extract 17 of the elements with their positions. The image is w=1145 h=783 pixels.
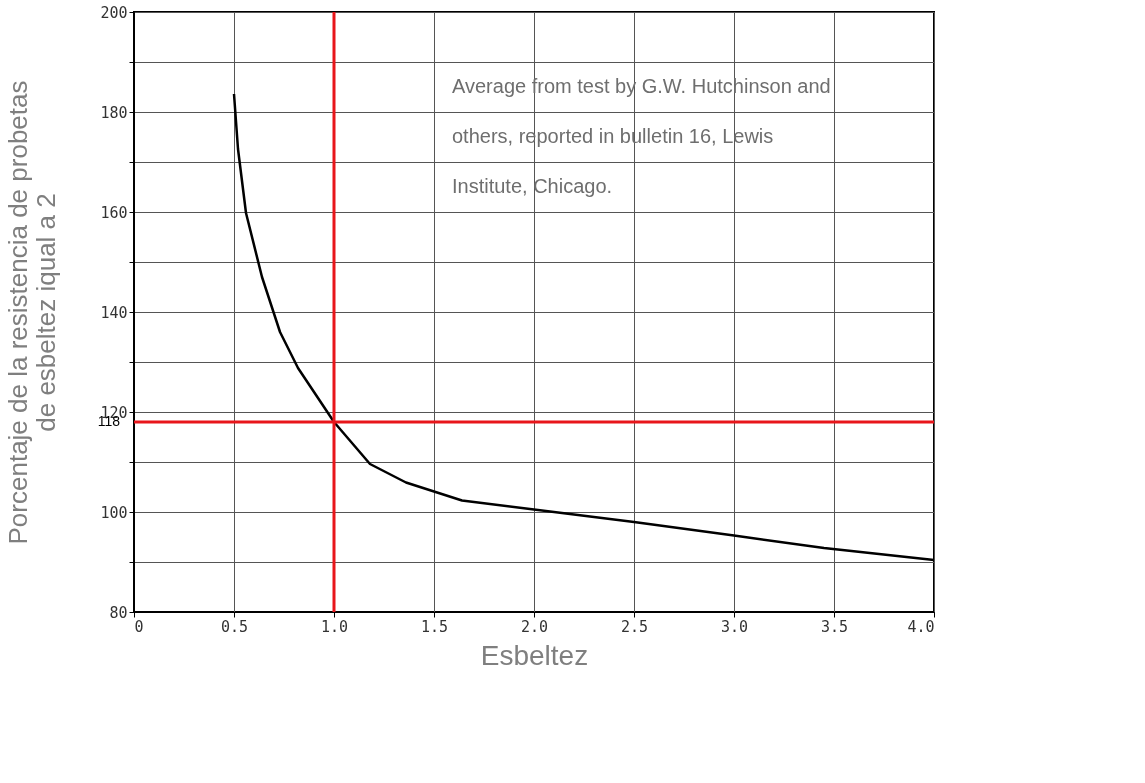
y-tick-label: 200 — [100, 3, 128, 22]
x-axis-title: Esbeltez — [480, 639, 589, 671]
y-tick-label: 100 — [100, 503, 128, 522]
x-tick-label: 1.5 — [420, 617, 449, 636]
x-tick-label: 4.0 — [907, 617, 935, 636]
x-tick-label: 0.5 — [220, 617, 249, 636]
y-tick-label: 160 — [100, 203, 128, 222]
x-tick-label: 2.5 — [620, 617, 649, 636]
x-tick-label: 0 — [134, 617, 144, 636]
y-axis-title: Porcentaje de la resistencia de probetas de esbeltez iqual a 2 — [3, 80, 62, 545]
y-tick-label: 140 — [100, 303, 128, 322]
y-tick-label: 180 — [100, 103, 128, 122]
y-tick-label: 80 — [109, 603, 128, 622]
x-tick-label: 1.0 — [320, 617, 349, 636]
x-tick-label: 2.0 — [520, 617, 549, 636]
x-tick-label: 3.0 — [720, 617, 749, 636]
x-tick-label: 3.5 — [820, 617, 849, 636]
